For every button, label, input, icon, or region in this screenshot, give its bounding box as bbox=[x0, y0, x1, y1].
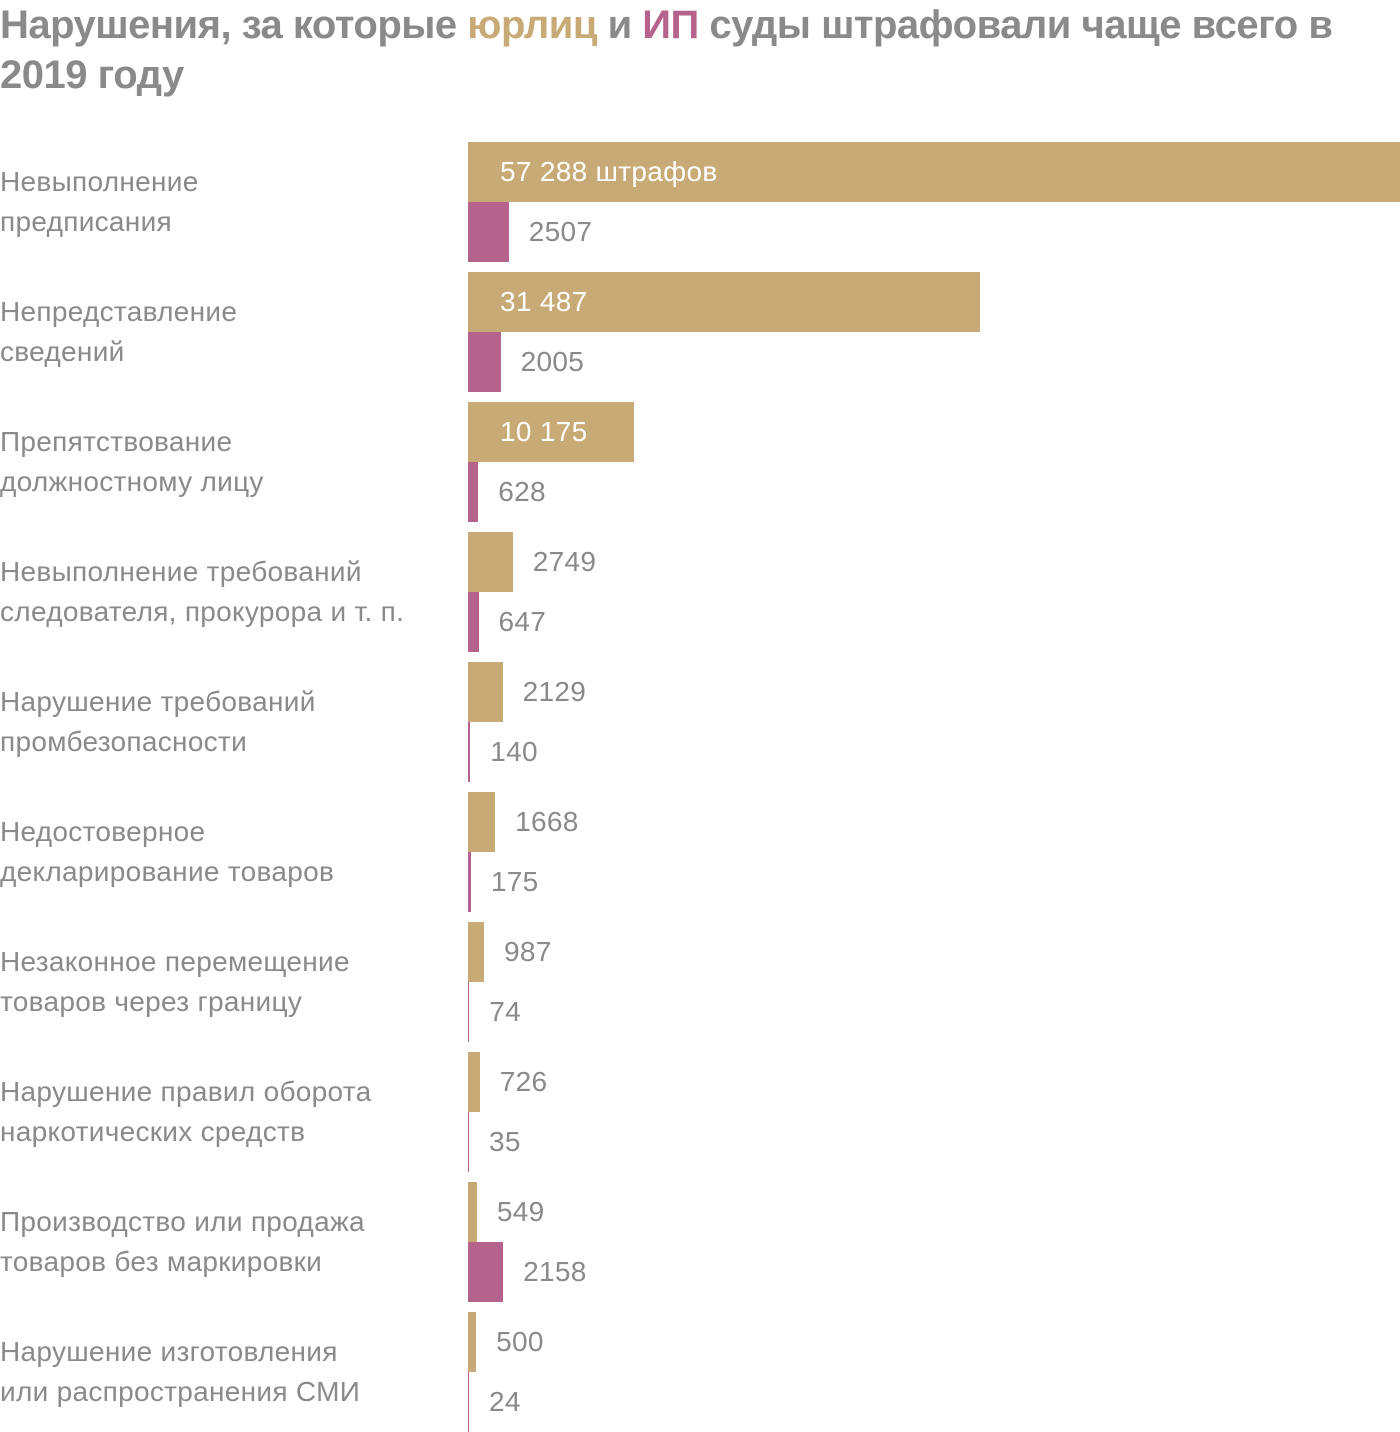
value-label-ip: 35 bbox=[489, 1126, 521, 1157]
value-label-ip: 628 bbox=[498, 476, 546, 507]
category-label-line: промбезопасности bbox=[0, 726, 248, 757]
category-label-line: товаров без маркировки bbox=[0, 1246, 323, 1277]
title-part3: суды штрафовали чаще всего в 2019 году bbox=[0, 3, 1333, 97]
bar-ip bbox=[468, 722, 471, 782]
value-label-legal: 500 bbox=[496, 1326, 544, 1357]
bar-ip bbox=[468, 1372, 469, 1432]
bar-ip bbox=[468, 332, 501, 392]
category-label: Нарушение изготовления или распространени… bbox=[0, 1332, 460, 1412]
value-label-legal: 987 bbox=[504, 936, 552, 967]
bar-legal bbox=[468, 1312, 477, 1372]
bar-ip bbox=[468, 592, 479, 652]
bar-ip bbox=[468, 462, 479, 522]
category-label-line: Незаконное перемещение bbox=[0, 946, 350, 977]
title-part1: Нарушения, за которые bbox=[0, 3, 468, 47]
category-label-line: товаров через границу bbox=[0, 986, 303, 1017]
category-label: Препятствование должностному лицу bbox=[0, 422, 460, 502]
category-label: Незаконное перемещение товаров через гран… bbox=[0, 942, 460, 1022]
category-label-line: следователя, прокурора и т. п. bbox=[0, 596, 405, 627]
bar-ip bbox=[468, 1112, 469, 1172]
category-label-line: Нарушение изготовления bbox=[0, 1336, 338, 1367]
value-label-ip: 24 bbox=[489, 1386, 521, 1417]
category-label-line: наркотических средств bbox=[0, 1116, 306, 1147]
value-label-ip: 74 bbox=[489, 996, 521, 1027]
value-label-legal: 2749 bbox=[532, 546, 597, 577]
value-label-legal: 31 487 bbox=[500, 286, 588, 317]
category-label: Непредставление сведений bbox=[0, 292, 460, 372]
bar-legal bbox=[468, 1182, 477, 1242]
category-label-line: Невыполнение требований bbox=[0, 556, 362, 587]
category-label-line: Нарушение правил оборота bbox=[0, 1076, 372, 1107]
value-label-ip: 2158 bbox=[523, 1256, 587, 1287]
bar-ip bbox=[468, 202, 509, 262]
value-label-ip: 2005 bbox=[520, 346, 585, 377]
category-label-line: Нарушение требований bbox=[0, 686, 316, 717]
category-label: Невыполнение предписания bbox=[0, 162, 460, 242]
category-label: Недостоверное декларирование товаров bbox=[0, 812, 460, 892]
bar-ip bbox=[468, 982, 470, 1042]
category-label: Невыполнение требований следователя, прок… bbox=[0, 552, 460, 632]
category-label: Производство или продажа товаров без марк… bbox=[0, 1202, 460, 1282]
value-label-ip: 175 bbox=[490, 866, 539, 897]
bar-legal bbox=[468, 922, 485, 982]
value-label-legal: 549 bbox=[496, 1196, 545, 1227]
category-label-line: Производство или продажа bbox=[0, 1206, 365, 1237]
category-label-line: сведений bbox=[0, 336, 125, 367]
bar-legal bbox=[468, 402, 634, 462]
value-label-legal: 10 175 bbox=[500, 416, 588, 447]
value-label-legal: 726 bbox=[499, 1066, 548, 1097]
title-part2: и bbox=[596, 3, 643, 47]
title-legal-keyword: юрлиц bbox=[467, 3, 597, 47]
category-label: Нарушение требований промбезопасности bbox=[0, 682, 460, 762]
bar-ip bbox=[468, 1242, 504, 1302]
bar-ip bbox=[468, 852, 471, 912]
bar-legal bbox=[468, 532, 513, 592]
category-label-line: Невыполнение bbox=[0, 166, 199, 197]
category-label-line: Недостоверное bbox=[0, 816, 206, 847]
bar-legal bbox=[468, 1052, 480, 1112]
bar-legal bbox=[468, 662, 503, 722]
value-label-legal: 57 288 штрафов bbox=[500, 156, 718, 187]
value-label-ip: 647 bbox=[498, 606, 547, 637]
value-label-legal: 1668 bbox=[515, 806, 579, 837]
title-ip-keyword: ИП bbox=[642, 3, 699, 47]
bar-legal bbox=[468, 792, 496, 852]
value-label-legal: 2129 bbox=[522, 676, 587, 707]
category-label: Нарушение правил оборота наркотических ср… bbox=[0, 1072, 460, 1152]
category-label-line: Непредставление bbox=[0, 296, 238, 327]
category-label-line: или распространения СМИ bbox=[0, 1376, 361, 1407]
category-label-line: Препятствование bbox=[0, 426, 233, 457]
bar-legal bbox=[468, 142, 1400, 202]
value-label-ip: 2507 bbox=[528, 216, 593, 247]
category-label-line: предписания bbox=[0, 206, 172, 237]
bar-legal bbox=[468, 272, 981, 332]
category-label-line: должностному лицу bbox=[0, 466, 264, 497]
category-label-line: декларирование товаров bbox=[0, 856, 335, 887]
chart-title: Нарушения, за которые юрлиц и ИП суды шт… bbox=[0, 0, 1400, 100]
value-label-ip: 140 bbox=[490, 736, 538, 767]
